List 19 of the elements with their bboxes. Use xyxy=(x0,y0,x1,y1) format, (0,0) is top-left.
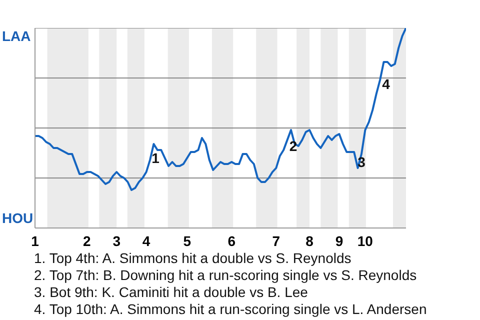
x-tick-label: 6 xyxy=(228,232,236,249)
x-tick-label: 5 xyxy=(183,232,192,249)
text: 1. Top 4th: A. Simmons hit a double vs S. Reynolds xyxy=(34,250,352,267)
text: 3. Bot 9th: K. Caminiti hit a double vs B. Lee xyxy=(34,284,309,301)
x-tick-label: 2 xyxy=(83,232,92,249)
text: 2. Top 7th: B. Downing hit a run-scoring single vs S. Reynolds xyxy=(34,267,418,284)
text: LAA xyxy=(2,28,31,44)
x-tick-label: 10 xyxy=(357,232,374,249)
annotation: 2 xyxy=(289,138,298,154)
x-tick-label: 7 xyxy=(272,232,280,249)
x-tick-label: 3 xyxy=(112,232,121,249)
text: 4. Top 10th: A. Simmons hit a run-scoring single vs L. Andersen xyxy=(34,301,428,318)
x-tick-label: 8 xyxy=(306,232,314,249)
text: HOU xyxy=(2,210,34,226)
annotation: 4 xyxy=(382,76,390,92)
annotation: 1 xyxy=(152,150,160,166)
x-tick-label: 4 xyxy=(142,232,150,249)
x-tick-label: 1 xyxy=(31,232,40,249)
x-tick-label: 9 xyxy=(335,232,344,249)
